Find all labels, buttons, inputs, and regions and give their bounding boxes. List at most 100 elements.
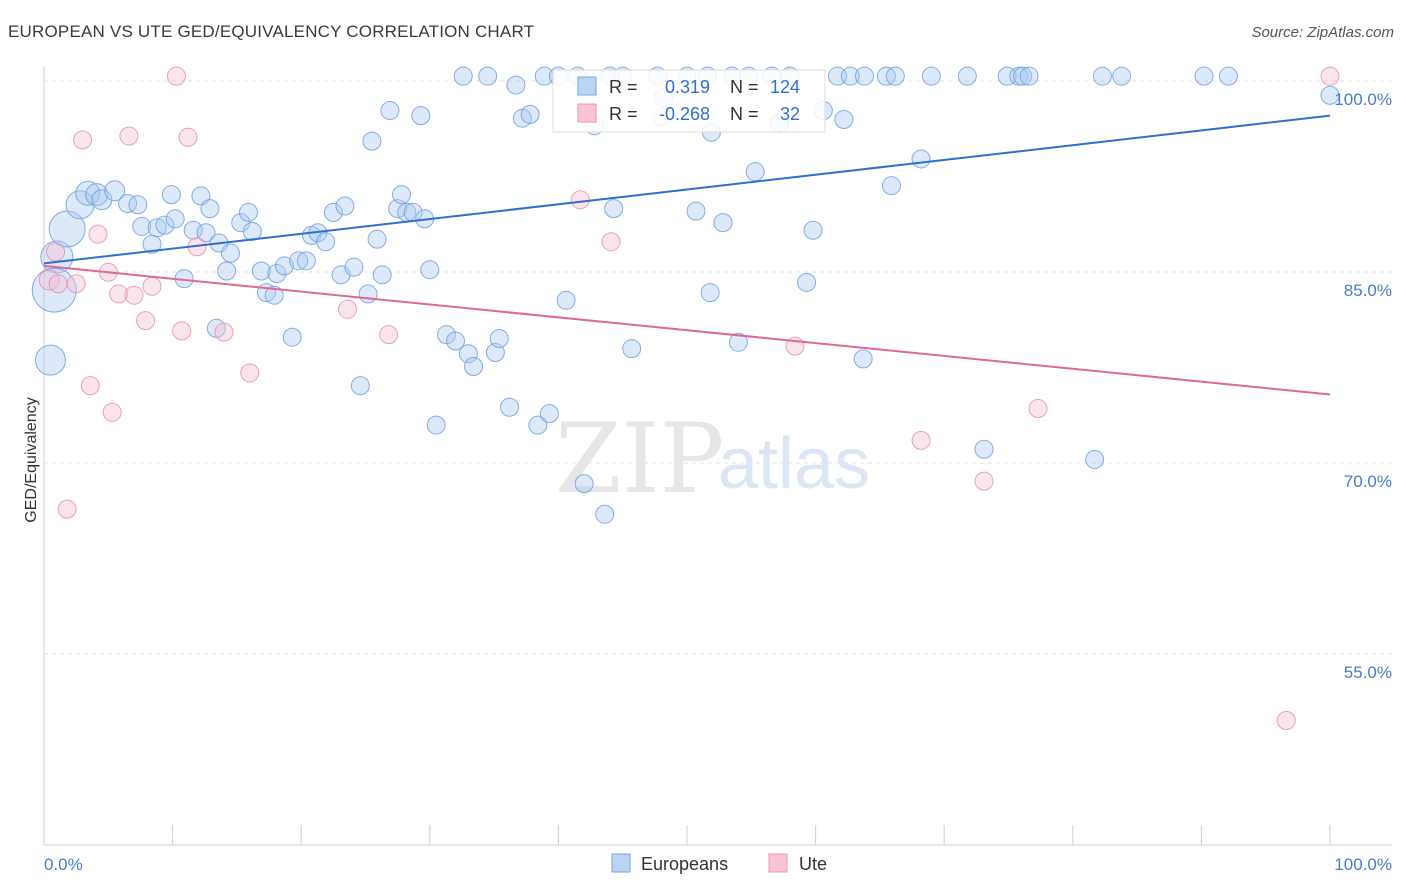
europeans-point (251, 261, 271, 281)
europeans-point (91, 189, 113, 211)
ute-point (88, 224, 108, 244)
legend-swatch-europeans-bottom (611, 853, 631, 873)
europeans-point (31, 267, 77, 313)
europeans-point (323, 202, 343, 222)
x-ticks (43, 825, 1331, 845)
europeans-point (147, 218, 167, 238)
ute-point (601, 232, 621, 252)
europeans-point (574, 474, 594, 494)
ute-point (1028, 399, 1048, 419)
legend-swatch-ute-bottom (768, 853, 788, 873)
europeans-point (380, 101, 400, 121)
europeans-point (803, 220, 823, 240)
ute-points (38, 66, 1340, 730)
legend-r-label-2: R = (609, 104, 638, 124)
watermark-zip: ZIP (555, 403, 724, 515)
europeans-point (264, 285, 284, 305)
europeans-point (834, 109, 854, 129)
ute-point (911, 430, 931, 450)
ute-point (80, 376, 100, 396)
europeans-point (1085, 449, 1105, 469)
series-legend: Europeans Ute (611, 853, 827, 874)
europeans-point (282, 327, 302, 347)
legend-n-value-2: 32 (780, 104, 800, 124)
europeans-point (128, 195, 148, 215)
europeans-point (220, 243, 240, 263)
europeans-point (745, 162, 765, 182)
ute-point (974, 471, 994, 491)
europeans-point (446, 331, 466, 351)
europeans-point (420, 260, 440, 280)
ute-trend-line (43, 264, 1331, 396)
legend-europeans: Europeans (641, 854, 728, 874)
europeans-point (1013, 66, 1033, 86)
x-tick-label-max: 100.0% (1334, 855, 1392, 874)
ute-point (240, 363, 260, 383)
ute-point (48, 274, 68, 294)
europeans-point (921, 66, 941, 86)
europeans-point (200, 199, 220, 219)
europeans-point (974, 439, 994, 459)
europeans-point (1092, 66, 1112, 86)
europeans-point (85, 183, 109, 207)
europeans-point (362, 131, 382, 151)
europeans-point (881, 176, 901, 196)
europeans-point (713, 213, 733, 233)
europeans-point (686, 201, 706, 221)
legend-r-value-2: -0.268 (659, 104, 710, 124)
ute-point (66, 274, 86, 294)
europeans-point (344, 257, 364, 277)
legend-n-value-1: 124 (770, 77, 800, 97)
y-tick-label: 100.0% (1334, 90, 1392, 109)
europeans-point (520, 104, 540, 124)
y-tick-label: 70.0% (1344, 472, 1392, 491)
europeans-point (358, 284, 378, 304)
europeans-point (604, 199, 624, 219)
europeans-point (316, 232, 336, 252)
europeans-point (372, 265, 392, 285)
legend-r-label-1: R = (609, 77, 638, 97)
europeans-point (728, 332, 748, 352)
europeans-point (1218, 66, 1238, 86)
ute-point (1320, 66, 1340, 86)
europeans-point (196, 223, 216, 243)
europeans-point (296, 251, 316, 271)
europeans-point (506, 75, 526, 95)
europeans-point (104, 180, 126, 202)
europeans-point (132, 216, 152, 236)
europeans-point (350, 376, 370, 396)
europeans-trend-line (43, 114, 1331, 265)
europeans-point (528, 415, 548, 435)
y-axis-label: GED/Equivalency (23, 397, 40, 522)
europeans-point (464, 357, 484, 376)
europeans-point (335, 196, 355, 216)
europeans-point (478, 66, 498, 86)
europeans-point (1019, 66, 1039, 86)
europeans-point (426, 415, 446, 435)
europeans-point (1112, 66, 1132, 86)
europeans-point (911, 149, 931, 169)
legend-n-label-1: N = (730, 77, 759, 97)
europeans-point (595, 504, 615, 524)
europeans-point (217, 261, 237, 281)
europeans-point (289, 251, 309, 271)
europeans-point (274, 256, 294, 276)
trend-lines (43, 114, 1331, 396)
europeans-point (367, 229, 387, 249)
ute-point (119, 126, 139, 146)
ute-point (38, 269, 60, 291)
europeans-point (485, 342, 505, 362)
correlation-legend: R = 0.319 N = 124 R = -0.268 N = 32 (552, 69, 826, 133)
europeans-point (34, 344, 66, 376)
ute-point (102, 402, 122, 422)
chart-title: EUROPEAN VS UTE GED/EQUIVALENCY CORRELAT… (8, 22, 535, 41)
europeans-point (957, 66, 977, 86)
europeans-point (853, 349, 873, 369)
europeans-point (539, 404, 559, 424)
ute-point (57, 499, 77, 519)
europeans-point (165, 209, 185, 229)
europeans-point (267, 264, 287, 284)
europeans-point (622, 339, 642, 359)
europeans-point (161, 185, 181, 205)
